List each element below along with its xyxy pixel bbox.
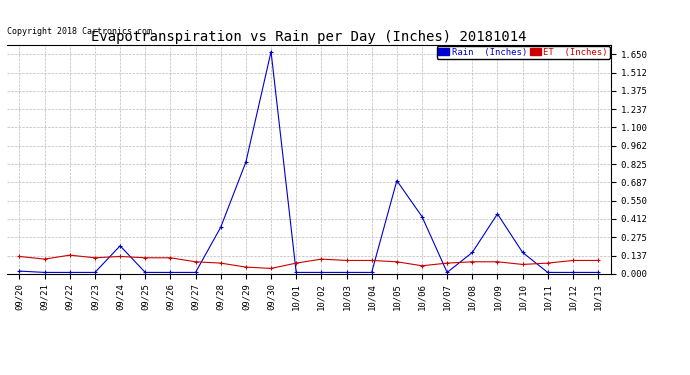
- Text: Copyright 2018 Cartronics.com: Copyright 2018 Cartronics.com: [7, 27, 152, 36]
- Legend: Rain  (Inches), ET  (Inches): Rain (Inches), ET (Inches): [437, 46, 610, 58]
- Title: Evapotranspiration vs Rain per Day (Inches) 20181014: Evapotranspiration vs Rain per Day (Inch…: [91, 30, 526, 44]
